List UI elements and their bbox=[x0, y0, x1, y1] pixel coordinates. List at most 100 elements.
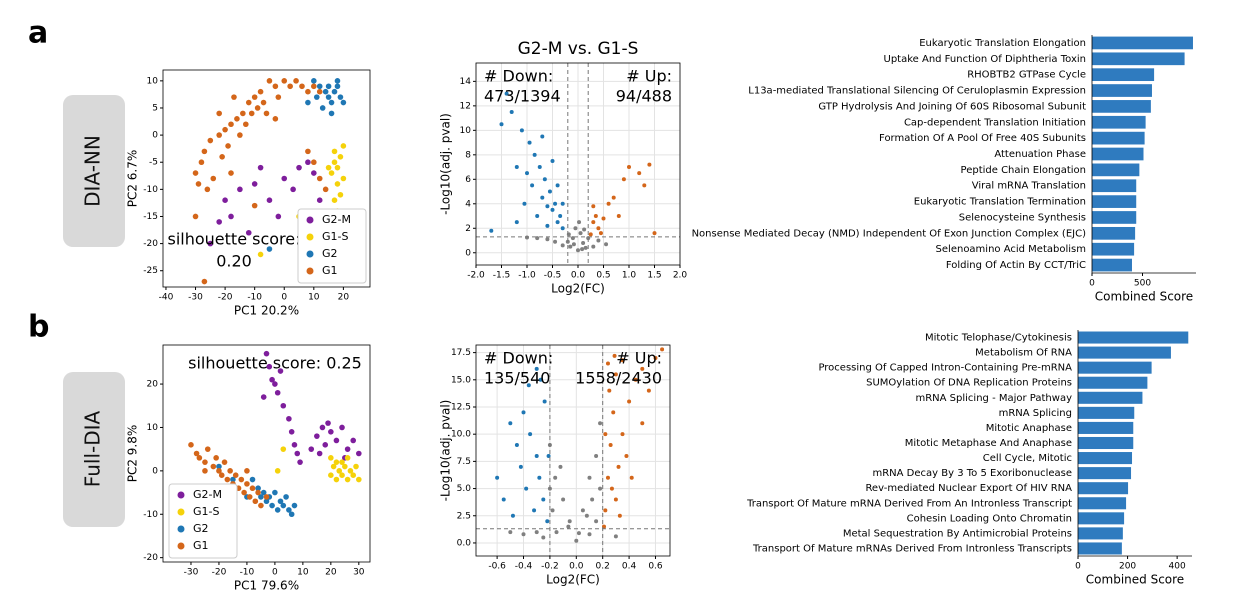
y-axis-label: -Log10(adj. pval) bbox=[439, 400, 453, 502]
point bbox=[347, 468, 354, 474]
point bbox=[311, 83, 317, 90]
y-tick-label: -10 bbox=[143, 185, 158, 195]
point bbox=[603, 508, 608, 513]
point bbox=[258, 502, 264, 509]
bar bbox=[1078, 497, 1127, 510]
method-box bbox=[63, 372, 125, 527]
point bbox=[232, 472, 239, 479]
point bbox=[334, 181, 341, 187]
point bbox=[225, 143, 231, 149]
point bbox=[527, 140, 532, 145]
point bbox=[287, 83, 293, 90]
x-tick-label: 0 bbox=[1089, 279, 1095, 289]
bar bbox=[1092, 84, 1152, 97]
point bbox=[356, 450, 362, 457]
point bbox=[313, 94, 320, 100]
chart-title: G2-M vs. G1-S bbox=[518, 39, 639, 59]
point bbox=[596, 238, 601, 243]
point bbox=[613, 372, 618, 377]
point bbox=[274, 507, 281, 513]
point bbox=[582, 227, 587, 232]
point bbox=[331, 159, 338, 166]
x-tick-label: 10 bbox=[308, 293, 320, 303]
point bbox=[269, 376, 275, 383]
point bbox=[542, 177, 547, 182]
point bbox=[350, 472, 357, 479]
point bbox=[237, 132, 243, 138]
point bbox=[274, 468, 281, 474]
point bbox=[244, 468, 250, 474]
point bbox=[216, 132, 222, 138]
point bbox=[342, 463, 348, 470]
legend-marker bbox=[306, 267, 314, 275]
point bbox=[255, 485, 261, 492]
y-tick-label: 0 bbox=[152, 131, 158, 141]
point bbox=[202, 459, 208, 465]
bar bbox=[1078, 346, 1171, 359]
category-label: mRNA Splicing - Major Pathway bbox=[915, 393, 1072, 404]
point bbox=[640, 421, 645, 426]
point bbox=[591, 204, 596, 209]
x-tick-label: 20 bbox=[338, 293, 350, 303]
point bbox=[260, 394, 267, 400]
category-label: Transport Of Mature mRNA Derived From An… bbox=[746, 498, 1072, 509]
point bbox=[501, 497, 506, 502]
point bbox=[550, 207, 555, 212]
point bbox=[612, 353, 617, 358]
point bbox=[305, 148, 311, 155]
point bbox=[280, 402, 287, 409]
point bbox=[277, 498, 284, 505]
category-label: Metabolism Of RNA bbox=[975, 348, 1072, 359]
point bbox=[311, 159, 317, 166]
point bbox=[525, 235, 529, 240]
category-label: SUMOylation Of DNA Replication Proteins bbox=[866, 378, 1072, 389]
point bbox=[238, 476, 245, 483]
up-count: 94/488 bbox=[616, 87, 672, 106]
point bbox=[620, 358, 625, 363]
bar bbox=[1078, 542, 1122, 555]
x-tick-label: -20 bbox=[218, 293, 233, 303]
point bbox=[266, 363, 273, 370]
point bbox=[213, 455, 219, 461]
point bbox=[340, 143, 347, 149]
point bbox=[616, 464, 621, 469]
x-axis-label: PC1 20.2% bbox=[234, 304, 299, 318]
point bbox=[231, 94, 237, 100]
point bbox=[560, 201, 565, 206]
x-tick-label: 0.5 bbox=[596, 271, 610, 281]
point bbox=[605, 475, 610, 480]
point bbox=[216, 219, 222, 225]
point bbox=[550, 158, 555, 163]
y-tick-label: 10.0 bbox=[451, 430, 471, 440]
x-tick-label: -0.2 bbox=[541, 562, 559, 572]
x-tick-label: 2.0 bbox=[673, 271, 688, 281]
x-tick-label: 0.2 bbox=[596, 562, 610, 572]
bar bbox=[1092, 242, 1135, 256]
point bbox=[291, 502, 298, 509]
bar bbox=[1078, 376, 1148, 389]
bar bbox=[1092, 36, 1193, 50]
point bbox=[542, 399, 547, 404]
point bbox=[296, 164, 302, 171]
point bbox=[566, 524, 571, 529]
point bbox=[204, 186, 211, 193]
point bbox=[255, 489, 261, 496]
point bbox=[228, 213, 234, 220]
x-tick-label: 0.0 bbox=[569, 562, 584, 572]
category-label: Folding Of Actin By CCT/TriC bbox=[946, 260, 1086, 271]
point bbox=[571, 242, 576, 247]
point bbox=[545, 519, 550, 524]
point bbox=[624, 453, 629, 458]
point bbox=[499, 122, 504, 127]
y-axis-label: PC2 9.8% bbox=[126, 425, 140, 483]
point bbox=[580, 247, 585, 252]
method-label: Full-DIA bbox=[81, 410, 105, 487]
point bbox=[333, 459, 340, 465]
point bbox=[598, 231, 603, 236]
point bbox=[316, 83, 323, 90]
point bbox=[627, 165, 631, 170]
y-tick-label: 10 bbox=[460, 126, 472, 136]
point bbox=[594, 519, 599, 524]
point bbox=[522, 201, 527, 206]
point bbox=[583, 245, 588, 250]
